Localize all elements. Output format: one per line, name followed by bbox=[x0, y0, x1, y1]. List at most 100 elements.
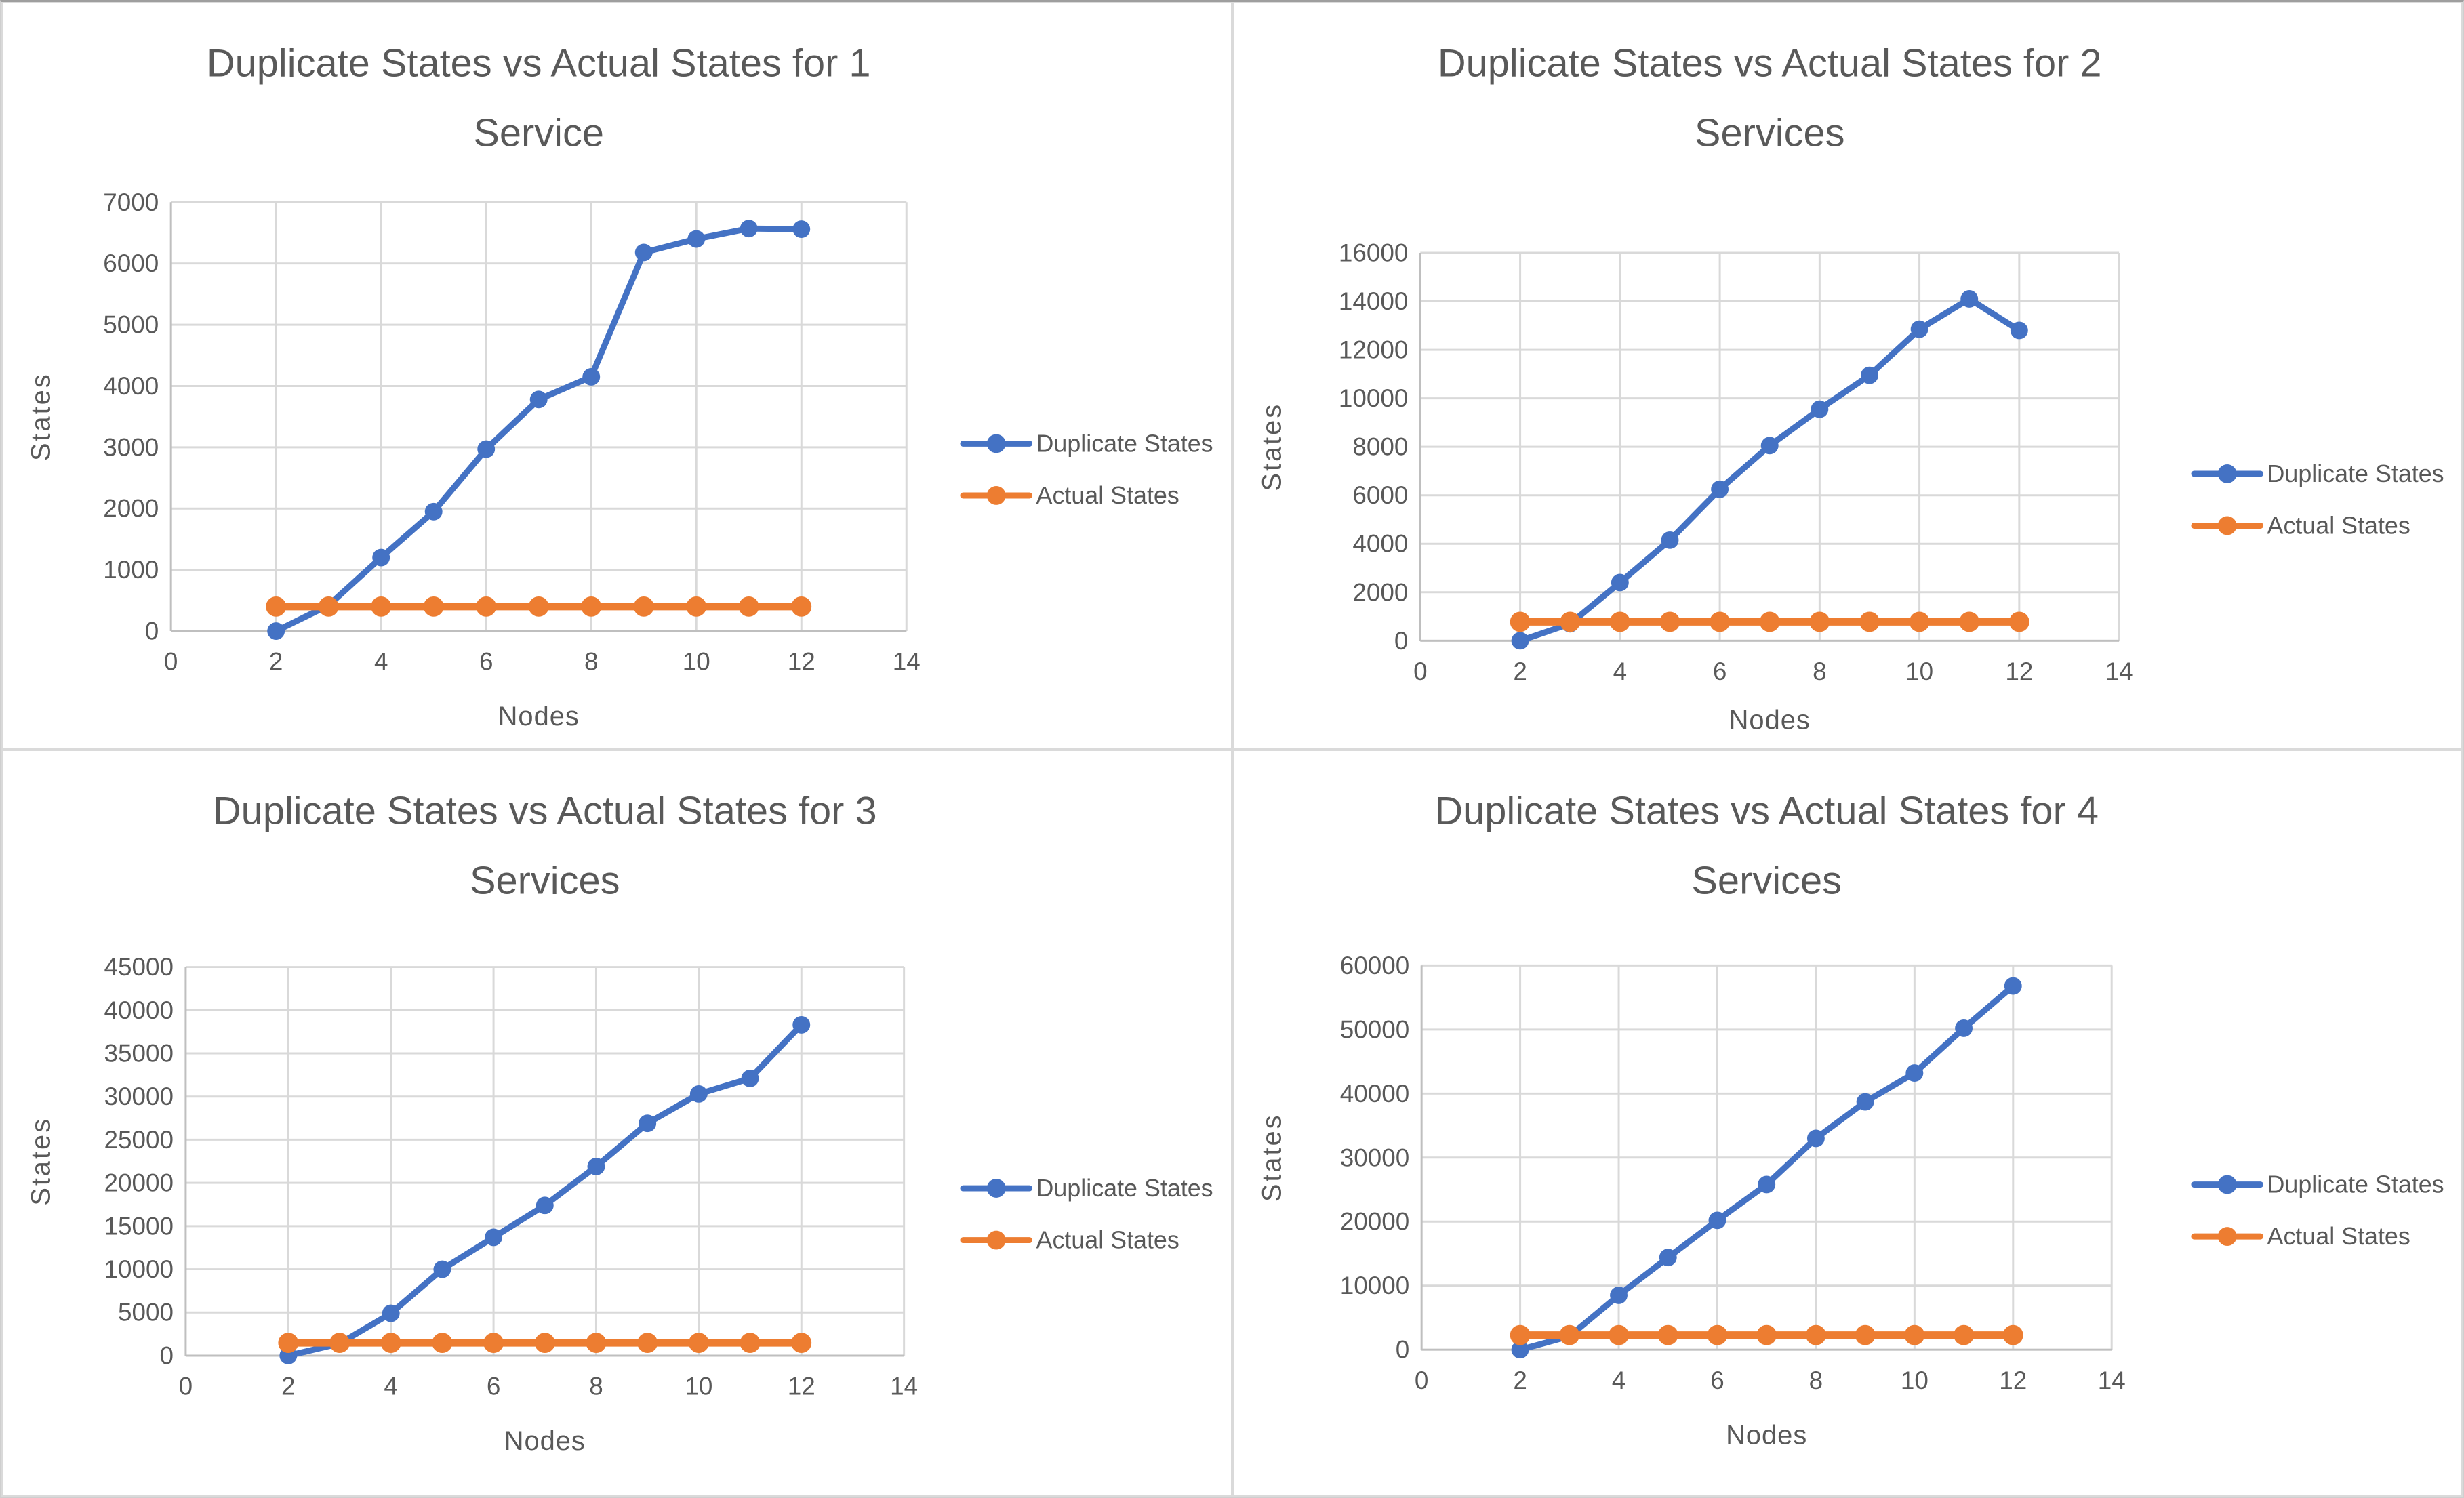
actual-states-marker bbox=[1510, 1324, 1531, 1345]
duplicate-states-marker bbox=[740, 220, 758, 238]
y-axis-tick-label: 10000 bbox=[1338, 384, 1407, 412]
actual-states-marker bbox=[791, 1332, 812, 1353]
duplicate-states-marker bbox=[1806, 1129, 1825, 1147]
actual-states-marker bbox=[423, 596, 444, 617]
actual-states-marker bbox=[581, 596, 602, 617]
y-axis-tick-label: 10000 bbox=[1339, 1272, 1409, 1299]
y-axis-tick-label: 10000 bbox=[104, 1255, 173, 1283]
duplicate-states-marker bbox=[639, 1114, 657, 1132]
duplicate-states-marker bbox=[536, 1196, 554, 1214]
y-axis-tick-label: 50000 bbox=[1339, 1015, 1409, 1043]
actual-states-marker bbox=[738, 596, 759, 617]
duplicate-states-marker bbox=[1760, 437, 1779, 455]
y-axis-tick-label: 40000 bbox=[1339, 1079, 1409, 1107]
y-axis-title: States bbox=[1257, 403, 1287, 491]
x-axis-tick-label: 14 bbox=[2097, 1366, 2125, 1394]
x-axis-tick-label: 4 bbox=[1611, 1366, 1625, 1394]
x-axis-tick-label: 0 bbox=[1413, 657, 1428, 685]
x-axis-tick-label: 12 bbox=[1999, 1366, 2027, 1394]
duplicate-states-marker bbox=[529, 390, 548, 409]
y-axis-tick-label: 30000 bbox=[1339, 1143, 1409, 1171]
x-axis-tick-label: 8 bbox=[1813, 657, 1827, 685]
x-axis-title: Nodes bbox=[1726, 1420, 1807, 1450]
actual-states-marker bbox=[2008, 611, 2029, 632]
duplicate-states-marker bbox=[741, 1069, 759, 1087]
actual-states-marker bbox=[1805, 1324, 1826, 1345]
legend-actual-states-label: Actual States bbox=[2267, 1223, 2410, 1250]
y-axis-title: States bbox=[26, 372, 56, 461]
duplicate-states-marker bbox=[1860, 366, 1878, 384]
duplicate-states-marker bbox=[1511, 632, 1529, 650]
chart-title-line-2: Services bbox=[1694, 112, 1844, 155]
y-axis-tick-label: 1000 bbox=[103, 556, 159, 584]
x-axis-tick-label: 2 bbox=[1513, 1366, 1527, 1394]
chart-title-line-1: Duplicate States vs Actual States for 2 bbox=[1437, 41, 2101, 85]
duplicate-states-marker bbox=[267, 622, 285, 640]
y-axis-tick-label: 16000 bbox=[1338, 239, 1407, 267]
duplicate-states-marker bbox=[382, 1304, 400, 1322]
actual-states-marker bbox=[1759, 611, 1780, 632]
y-axis-tick-label: 0 bbox=[1394, 627, 1408, 655]
y-axis-tick-label: 30000 bbox=[104, 1082, 173, 1110]
x-axis-tick-label: 10 bbox=[683, 648, 710, 676]
duplicate-states-marker bbox=[1710, 480, 1729, 498]
actual-states-marker bbox=[528, 596, 549, 617]
x-axis-tick-label: 14 bbox=[890, 1372, 918, 1400]
y-axis-tick-label: 7000 bbox=[103, 188, 159, 216]
x-axis-tick-label: 12 bbox=[788, 1372, 815, 1400]
actual-states-marker bbox=[380, 1332, 401, 1353]
x-axis-tick-label: 8 bbox=[589, 1372, 603, 1400]
legend-actual-states-label: Actual States bbox=[1036, 482, 1179, 509]
duplicate-states-marker bbox=[1810, 400, 1828, 418]
legend-duplicate-states-label: Duplicate States bbox=[1036, 1175, 1213, 1202]
actual-states-marker bbox=[1659, 611, 1680, 632]
y-axis-tick-label: 8000 bbox=[1352, 433, 1408, 461]
duplicate-states-marker bbox=[1757, 1175, 1775, 1193]
x-axis-title: Nodes bbox=[498, 702, 580, 731]
y-axis-tick-label: 4000 bbox=[103, 372, 159, 400]
legend-actual-states-swatch-marker bbox=[2217, 516, 2237, 535]
actual-states-marker bbox=[534, 1332, 555, 1353]
x-axis-tick-label: 10 bbox=[685, 1372, 712, 1400]
y-axis-tick-label: 35000 bbox=[104, 1039, 173, 1067]
duplicate-states-marker bbox=[792, 220, 811, 238]
y-axis-tick-label: 60000 bbox=[1339, 951, 1409, 979]
actual-states-marker bbox=[1558, 1324, 1579, 1345]
legend-actual-states-label: Actual States bbox=[1036, 1226, 1179, 1253]
chart-panel-3-services: 0 5000 10000 15000 20000 25000 30000 35000 40000… bbox=[1, 749, 1232, 1497]
x-axis-title: Nodes bbox=[1729, 706, 1810, 735]
y-axis-tick-label: 0 bbox=[1395, 1335, 1409, 1363]
duplicate-states-marker bbox=[792, 1015, 811, 1034]
duplicate-states-marker bbox=[1609, 1286, 1628, 1304]
duplicate-states-marker bbox=[634, 243, 653, 262]
duplicate-states-marker bbox=[1611, 573, 1629, 592]
x-axis-tick-label: 10 bbox=[1900, 1366, 1928, 1394]
duplicate-states-marker bbox=[1905, 1064, 1923, 1082]
actual-states-marker bbox=[1657, 1324, 1678, 1345]
y-axis-tick-label: 12000 bbox=[1338, 336, 1407, 364]
actual-states-marker bbox=[1608, 1324, 1629, 1345]
actual-states-marker bbox=[633, 596, 654, 617]
duplicate-states-marker bbox=[687, 230, 706, 248]
chart-panel-4-services: 0 10000 20000 30000 40000 50000 60000 0 2 4 6 8 10 12… bbox=[1232, 749, 2463, 1497]
legend-duplicate-states-label: Duplicate States bbox=[1036, 430, 1213, 457]
actual-states-marker bbox=[476, 596, 497, 617]
actual-states-marker bbox=[1709, 611, 1730, 632]
legend-actual-states-swatch-marker bbox=[986, 1230, 1006, 1250]
duplicate-states-marker bbox=[477, 440, 496, 458]
y-axis-tick-label: 5000 bbox=[103, 311, 159, 339]
actual-states-marker bbox=[740, 1332, 761, 1353]
chart-svg-1-service: 0 1000 2000 3000 4000 5000 6000 7000 0 2 4 6 8 10 12 14… bbox=[26, 41, 1213, 731]
actual-states-marker bbox=[1559, 611, 1580, 632]
duplicate-states-line bbox=[1516, 982, 2016, 1353]
actual-states-marker bbox=[586, 1332, 607, 1353]
actual-states-marker bbox=[266, 596, 287, 617]
chart-panel-1-service: 0 1000 2000 3000 4000 5000 6000 7000 0 2 4 6 8 10 12 14… bbox=[1, 2, 1232, 750]
duplicate-states-marker bbox=[424, 502, 443, 521]
legend-duplicate-states-swatch-marker bbox=[986, 1178, 1006, 1198]
legend-duplicate-states-swatch-marker bbox=[2217, 1175, 2237, 1194]
y-axis-tick-label: 40000 bbox=[104, 996, 173, 1024]
chart-svg-3-services: 0 5000 10000 15000 20000 25000 30000 35000 40000… bbox=[26, 789, 1213, 1456]
chart-title-line-2: Services bbox=[470, 859, 620, 902]
